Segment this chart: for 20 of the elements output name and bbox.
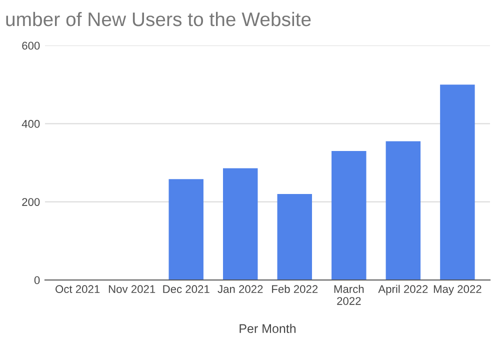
y-tick-label: 600 [22, 42, 40, 50]
x-tick-label: May 2022 [434, 285, 482, 296]
x-tick-label: Feb 2022 [272, 284, 318, 294]
chart-title: umber of New Users to the Website [6, 12, 311, 26]
y-tick-label: 400 [22, 120, 40, 128]
y-tick-label: 200 [22, 198, 40, 206]
x-tick-label: Oct 2021 [56, 285, 100, 294]
bar [386, 141, 421, 280]
bar [277, 194, 312, 280]
x-axis-title: Per Month [240, 324, 296, 334]
bar [332, 151, 366, 280]
x-tick-label: April 2022 [378, 284, 428, 296]
x-tick-label: Dec 2021 [163, 285, 210, 294]
bar [223, 168, 258, 280]
y-tick-label: 0 [34, 276, 40, 284]
x-tick-label: Nov 2021 [108, 285, 156, 294]
x-tick-label: Jan 2022 [218, 285, 263, 294]
x-tick-label: March 2022 [334, 284, 364, 305]
bar [440, 84, 475, 280]
bar [168, 179, 204, 280]
